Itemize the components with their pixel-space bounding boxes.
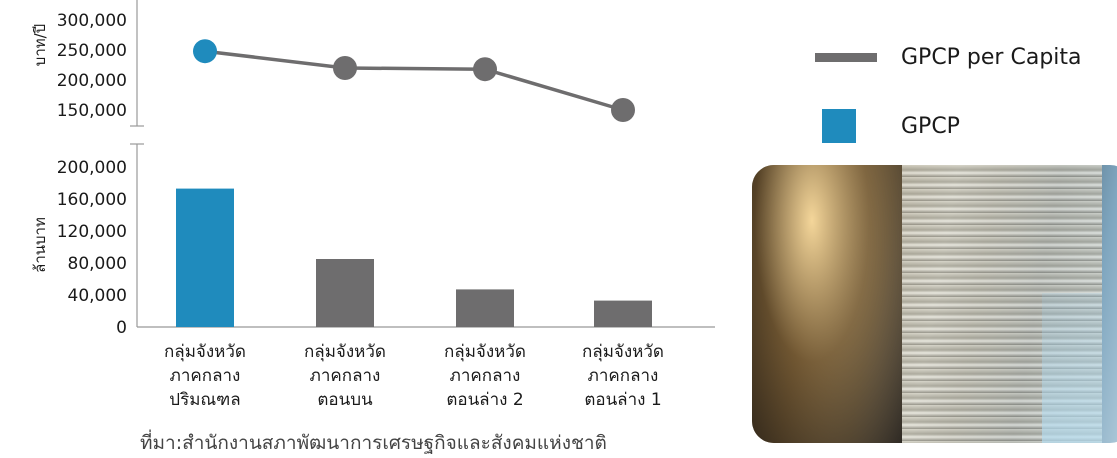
bar: [316, 259, 374, 327]
line-y-tick-label: 300,000: [57, 11, 127, 31]
legend-label-gpcp-per-capita: GPCP per Capita: [901, 45, 1082, 70]
legend-box-swatch: [822, 109, 856, 143]
line-y-tick-label: 250,000: [57, 41, 127, 61]
bar: [176, 188, 234, 327]
category-label: ภาคกลาง: [588, 366, 659, 386]
bar-y-tick-label: 0: [116, 318, 127, 338]
line-point: [473, 57, 497, 82]
legend-item-line: GPCP per Capita: [815, 45, 1082, 70]
category-label: กลุ่มจังหวัด: [164, 342, 246, 362]
line-point: [611, 98, 635, 122]
source-note: ที่มา:สำนักงานสภาพัฒนาการเศรษฐกิจและสังค…: [140, 432, 607, 454]
line-point: [193, 39, 217, 64]
category-label: ภาคกลาง: [450, 366, 521, 386]
bar-y-tick-label: 120,000: [57, 222, 127, 242]
legend-line-swatch: [815, 53, 877, 62]
gpcp-per-capita-line: [204, 49, 624, 112]
category-label: ตอนล่าง 2: [446, 390, 523, 410]
category-label: กลุ่มจังหวัด: [582, 342, 664, 362]
bar-y-axis-title: ล้านบาท: [31, 217, 49, 273]
line-y-tick-label: 200,000: [57, 71, 127, 91]
gpcp-chart: 300,000 250,000 200,000 150,000 200,000 160,0…: [31, 0, 715, 410]
bar: [594, 300, 652, 327]
bar-y-tick-label: 200,000: [57, 158, 127, 178]
legend-item-bar: GPCP: [822, 109, 960, 143]
category-label: ตอนบน: [317, 390, 373, 410]
line-y-tick-label: 150,000: [57, 101, 127, 121]
category-label: กลุ่มจังหวัด: [304, 342, 386, 362]
category-label: ภาคกลาง: [170, 366, 241, 386]
legend-label-gpcp: GPCP: [901, 113, 960, 139]
category-label: กลุ่มจังหวัด: [444, 342, 526, 362]
category-label: ปริมณฑล: [169, 390, 240, 410]
bar-y-tick-label: 80,000: [68, 254, 127, 274]
line-point: [333, 56, 357, 80]
coins-city-photo: [752, 165, 1117, 443]
line-y-axis-title: บาท/ปี: [31, 24, 49, 66]
bar-y-tick-label: 160,000: [57, 190, 127, 210]
bar-y-tick-label: 40,000: [68, 286, 127, 306]
category-label: ภาคกลาง: [310, 366, 381, 386]
category-label: ตอนล่าง 1: [584, 390, 661, 410]
bar: [456, 289, 514, 327]
